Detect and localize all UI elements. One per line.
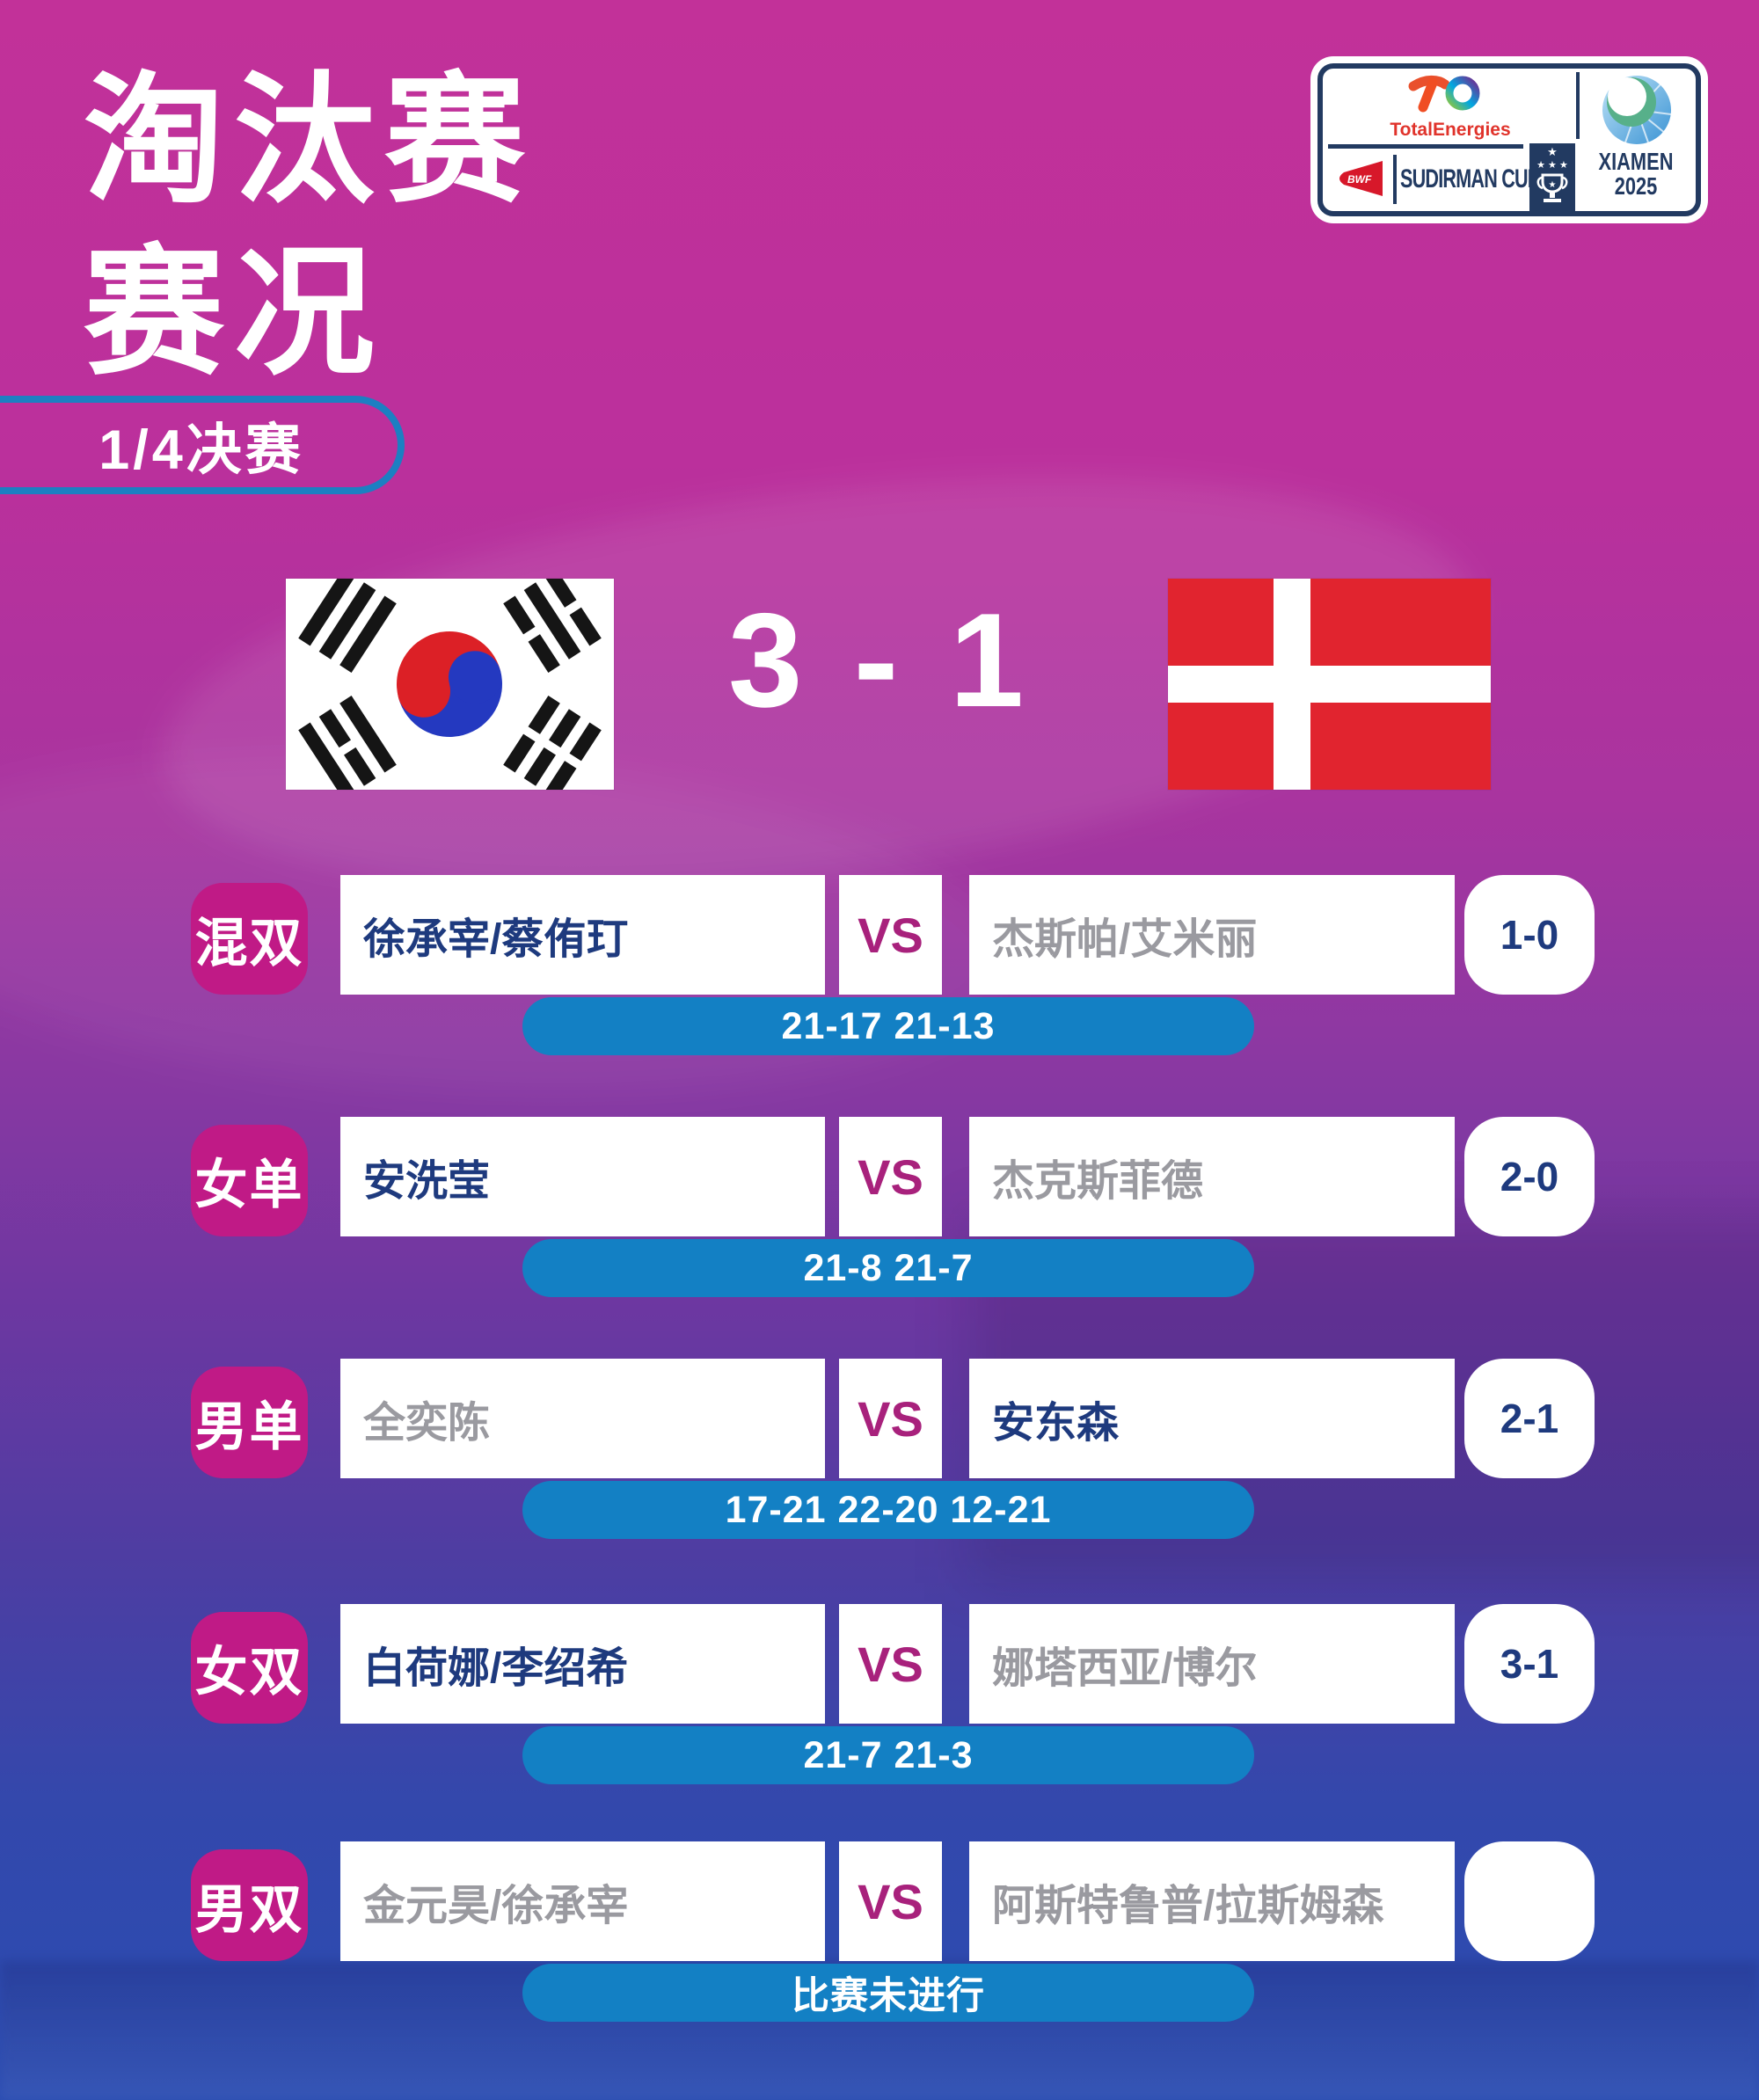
match-score-pill	[1464, 1841, 1595, 1961]
game-scores-bar: 比赛未进行	[522, 1964, 1254, 2022]
host-city-label: XIAMEN 2025	[1589, 149, 1682, 199]
player-left-box: 全奕陈	[340, 1359, 825, 1478]
category-badge: 男双	[191, 1849, 308, 1961]
match-score-pill: 2-1	[1464, 1359, 1595, 1478]
category-badge: 女单	[191, 1125, 308, 1236]
match-score: 2-0	[1500, 1154, 1559, 1199]
logo-divider-horizontal	[1328, 144, 1523, 149]
vs-box: VS	[839, 1841, 942, 1961]
category-badge: 男单	[191, 1367, 308, 1478]
player-left-name: 金元昊/徐承宰	[363, 1883, 629, 1929]
game-scores: 21-17 21-13	[781, 1004, 996, 1047]
player-left-box: 徐承宰/蔡侑玎	[340, 875, 825, 995]
svg-text:BWF: BWF	[1347, 173, 1372, 186]
game-scores: 比赛未进行	[792, 1975, 985, 2017]
player-right-name: 杰克斯菲德	[992, 1158, 1204, 1205]
vs-label: VS	[858, 1636, 923, 1692]
player-right-name: 娜塔西亚/博尔	[992, 1645, 1258, 1692]
player-right-name: 阿斯特鲁普/拉斯姆森	[992, 1883, 1384, 1929]
bwf-icon: BWF	[1339, 161, 1383, 196]
player-right-box: 杰克斯菲德	[969, 1117, 1455, 1236]
host-city-line2: 2025	[1614, 172, 1658, 200]
match-row-womens-singles: 女单 安洗莹 VS 杰克斯菲德 2-0 21-8 21-7	[0, 1117, 1759, 1303]
player-left-name: 安洗莹	[363, 1158, 491, 1205]
category-label: 男单	[194, 1397, 304, 1456]
trophy-badge: ★ ★ ★ ★ ★	[1529, 143, 1575, 211]
vs-label: VS	[858, 1873, 923, 1929]
player-right-box: 杰斯帕/艾米丽	[969, 875, 1455, 995]
game-scores: 17-21 22-20 12-21	[725, 1488, 1052, 1531]
game-scores-bar: 21-7 21-3	[522, 1726, 1254, 1784]
match-row-mixed-doubles: 混双 徐承宰/蔡侑玎 VS 杰斯帕/艾米丽 1-0 21-17 21-13	[0, 875, 1759, 1061]
totalenergies-icon	[1408, 75, 1480, 113]
svg-text:★ ★ ★: ★ ★ ★	[1536, 160, 1568, 171]
player-right-box: 娜塔西亚/博尔	[969, 1604, 1455, 1724]
vs-box: VS	[839, 1359, 942, 1478]
vs-box: VS	[839, 875, 942, 995]
player-left-box: 安洗莹	[340, 1117, 825, 1236]
match-score: 1-0	[1500, 912, 1559, 958]
match-score-pill: 2-0	[1464, 1117, 1595, 1236]
stage-label: 1/4决赛	[99, 419, 304, 481]
svg-text:★: ★	[1547, 145, 1558, 158]
category-badge: 混双	[191, 883, 308, 995]
category-label: 男双	[194, 1880, 304, 1939]
event-name-label: SUDIRMAN CUP	[1400, 163, 1540, 193]
category-label: 混双	[194, 914, 304, 973]
xiamen-2025-icon	[1602, 76, 1672, 144]
svg-text:★: ★	[1549, 180, 1557, 190]
player-right-name: 杰斯帕/艾米丽	[992, 916, 1258, 963]
game-scores: 21-7 21-3	[803, 1733, 974, 1776]
player-left-box: 白荷娜/李绍希	[340, 1604, 825, 1724]
logo-divider-bwf	[1393, 155, 1397, 204]
game-scores: 21-8 21-7	[803, 1246, 974, 1289]
vs-label: VS	[858, 1390, 923, 1447]
denmark-flag	[1168, 579, 1491, 790]
page-title: 淘汰赛 赛况	[84, 55, 535, 399]
match-row-womens-doubles: 女双 白荷娜/李绍希 VS 娜塔西亚/博尔 3-1 21-7 21-3	[0, 1604, 1759, 1790]
category-label: 女单	[194, 1156, 304, 1214]
host-city-line1: XIAMEN	[1598, 148, 1674, 175]
vs-box: VS	[839, 1604, 942, 1724]
korea-flag	[286, 579, 614, 790]
player-right-box: 安东森	[969, 1359, 1455, 1478]
match-score-pill: 3-1	[1464, 1604, 1595, 1724]
page-title-line1: 淘汰赛	[84, 62, 536, 219]
match-score: 3-1	[1500, 1641, 1559, 1687]
player-left-name: 全奕陈	[363, 1400, 491, 1447]
category-label: 女双	[194, 1643, 304, 1702]
match-row-mens-singles: 男单 全奕陈 VS 安东森 2-1 17-21 22-20 12-21	[0, 1359, 1759, 1545]
player-left-name: 徐承宰/蔡侑玎	[363, 916, 629, 963]
stage-badge: 1/4决赛	[0, 396, 405, 494]
sponsor-label: TotalEnergies	[1390, 120, 1511, 140]
match-row-mens-doubles: 男双 金元昊/徐承宰 VS 阿斯特鲁普/拉斯姆森 比赛未进行	[0, 1841, 1759, 2028]
game-scores-bar: 17-21 22-20 12-21	[522, 1481, 1254, 1539]
vs-box: VS	[839, 1117, 942, 1236]
page-title-line2: 赛况	[84, 234, 385, 391]
game-scores-bar: 21-8 21-7	[522, 1239, 1254, 1297]
player-right-box: 阿斯特鲁普/拉斯姆森	[969, 1841, 1455, 1961]
player-left-box: 金元昊/徐承宰	[340, 1841, 825, 1961]
trophy-icon: ★ ★ ★ ★ ★	[1536, 145, 1568, 202]
match-total-score: 3 - 1	[727, 586, 1032, 735]
match-score-pill: 1-0	[1464, 875, 1595, 995]
logo-divider-vertical	[1576, 72, 1580, 139]
game-scores-bar: 21-17 21-13	[522, 997, 1254, 1055]
event-logo-frame: TotalEnergies BWF SUDIRMAN CUP ★ ★ ★ ★ ★	[1317, 63, 1701, 216]
event-logo-box: TotalEnergies BWF SUDIRMAN CUP ★ ★ ★ ★ ★	[1310, 56, 1708, 223]
player-right-name: 安东森	[992, 1400, 1120, 1447]
category-badge: 女双	[191, 1612, 308, 1724]
vs-label: VS	[858, 907, 923, 963]
player-left-name: 白荷娜/李绍希	[363, 1645, 629, 1692]
vs-label: VS	[858, 1148, 923, 1205]
match-score: 2-1	[1500, 1396, 1559, 1441]
